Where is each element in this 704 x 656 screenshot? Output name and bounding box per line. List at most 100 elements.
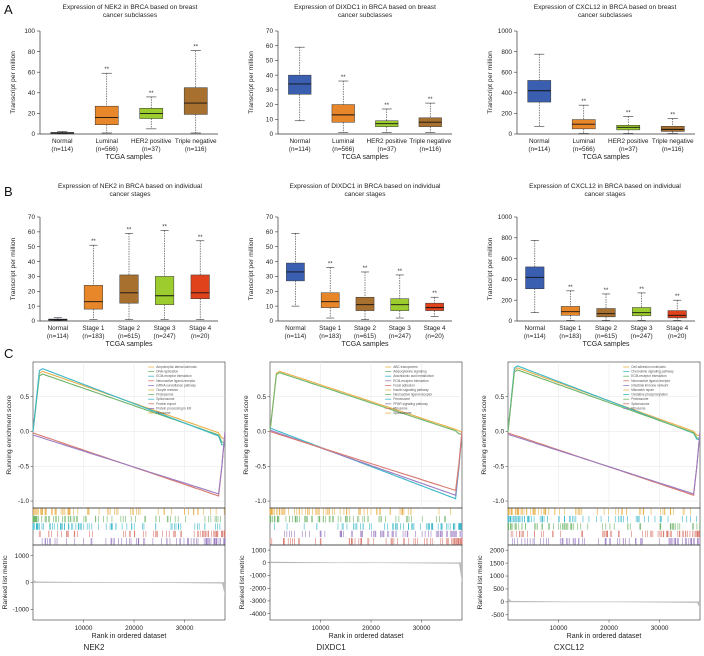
es-curve-down-3 <box>269 430 463 492</box>
chart-title: Expression of DIXDC1 in BRCA based on br… <box>294 4 436 11</box>
category-label: Normal <box>285 325 306 332</box>
significance-label: ** <box>568 285 573 291</box>
metric-tick-label: 1000 <box>490 573 505 580</box>
legend-label: Adipocytokine signaling <box>393 370 427 374</box>
box-stage-1: ** Stage 1(n=183) <box>559 285 582 340</box>
es-panel-frame <box>507 361 701 509</box>
significance-label: ** <box>91 239 96 245</box>
count-label: (n=566) <box>573 146 595 153</box>
category-label: Stage 4 <box>424 325 446 332</box>
box-body <box>119 274 139 304</box>
metric-tick-label: 1500 <box>490 560 505 567</box>
box-stage-4: ** Stage 4(n=20) <box>189 235 211 340</box>
chart-title: cancer stages <box>584 191 626 198</box>
x-tick-label: 20000 <box>600 625 618 632</box>
x-tick-label: 30000 <box>176 625 194 632</box>
legend-label: Mismatch repair <box>631 388 655 392</box>
chart-title: cancer subclasses <box>103 12 158 19</box>
y-tick-label: 60 <box>28 69 36 76</box>
box-body <box>155 276 175 305</box>
es-curve-up-2 <box>32 373 226 444</box>
metric-tick-label: 2000 <box>490 547 505 554</box>
box-normal: Normal(n=114) <box>47 317 69 340</box>
y-axis-label: Transcript per million <box>487 237 494 300</box>
category-label: Stage 1 <box>559 325 581 332</box>
es-tick-label: -1.0 <box>255 498 266 505</box>
ranked-metric-area <box>508 597 700 609</box>
es-tick-label: 0.5 <box>495 394 504 401</box>
legend-label: Spliceosome <box>393 411 411 415</box>
box-body <box>355 296 375 311</box>
y-axis-label: Transcript per million <box>487 51 494 114</box>
significance-label: ** <box>328 262 333 268</box>
count-label: (n=20) <box>668 333 687 340</box>
count-label: (n=615) <box>118 333 140 340</box>
count-label: (n=247) <box>153 333 175 340</box>
y-tick-label: 60 <box>28 229 36 236</box>
x-tick-label: 10000 <box>312 625 330 632</box>
box-body <box>667 310 687 319</box>
es-tick-label: -1.0 <box>493 498 504 505</box>
category-label: Triple negative <box>652 138 694 145</box>
significance-label: ** <box>639 287 644 293</box>
legend-label: Cell adhesion molecules <box>631 365 666 369</box>
gene-label: CXCL12 <box>554 643 585 652</box>
count-label: (n=37) <box>377 146 396 153</box>
category-label: Stage 3 <box>154 325 176 332</box>
y-tick-label: 20 <box>266 102 274 109</box>
box-triple-negative: ** Triple negative(n=116) <box>175 45 217 153</box>
es-tick-label: -0.5 <box>18 463 29 470</box>
es-tick-label: 0.5 <box>20 394 29 401</box>
y-tick-label: 0 <box>508 318 512 325</box>
y-tick-label: 0 <box>31 131 35 138</box>
significance-label: ** <box>104 67 109 73</box>
count-label: (n=114) <box>289 146 311 153</box>
significance-label: ** <box>384 103 389 109</box>
y-tick-label: 800 <box>501 49 512 56</box>
x-axis-label: TCGA samples <box>105 154 153 161</box>
category-label: Luminal <box>332 138 354 145</box>
box-triple-negative: ** Triple negative(n=116) <box>652 113 694 153</box>
metric-tick-label: 0 <box>262 560 266 567</box>
metric-tick-label: -500 <box>491 612 504 619</box>
es-y-axis-label: Running enrichment score <box>481 395 488 475</box>
metric-tick-label: -1000 <box>13 606 30 613</box>
count-label: (n=116) <box>185 146 207 153</box>
y-tick-label: 70 <box>266 214 274 221</box>
boxplot-A2: Expression of DIXDC1 in BRCA based on br… <box>248 4 452 161</box>
legend-label: Spliceosome <box>156 397 174 401</box>
category-label: Normal <box>52 138 73 145</box>
boxplot-A1: Expression of NEK2 in BRCA based on brea… <box>10 4 218 161</box>
legend-label: ECM-receptor interaction <box>393 379 429 383</box>
x-axis-label: TCGA samples <box>341 341 389 348</box>
legend-label: Insulin signaling pathway <box>393 388 429 392</box>
chart-title: cancer stages <box>109 191 151 198</box>
category-label: Stage 2 <box>118 325 140 332</box>
chart-title: cancer stages <box>344 191 386 198</box>
y-tick-label: 800 <box>501 235 512 242</box>
es-tick-label: 0.5 <box>257 394 266 401</box>
box-stage-2: ** Stage 2(n=615) <box>354 266 377 340</box>
significance-label: ** <box>670 113 675 119</box>
category-label: Normal <box>524 325 545 332</box>
box-normal: Normal(n=114) <box>50 131 75 153</box>
count-label: (n=20) <box>191 333 210 340</box>
significance-label: ** <box>162 224 167 230</box>
y-tick-label: 30 <box>28 274 36 281</box>
legend-label: Protein processing in ER <box>156 406 192 410</box>
es-tick-label: 0.0 <box>495 429 504 436</box>
box-her2-positive: ** HER2 positive(n=37) <box>367 103 408 153</box>
significance-label: ** <box>581 99 586 105</box>
metric-y-axis-label: Ranked list metric <box>477 555 484 610</box>
x-axis-label: Rank in ordered dataset <box>329 633 404 640</box>
y-tick-label: 400 <box>501 277 512 284</box>
legend-label: Ribosome <box>631 406 646 410</box>
box-body <box>632 307 652 317</box>
box-stage-3: ** Stage 3(n=247) <box>153 224 176 340</box>
box-stage-3: ** Stage 3(n=247) <box>389 269 412 340</box>
y-tick-label: 1000 <box>498 28 513 35</box>
category-label: HER2 positive <box>367 138 408 145</box>
y-tick-label: 0 <box>31 318 35 325</box>
metric-y-axis-label: Ranked list metric <box>2 555 9 610</box>
category-label: Triple negative <box>175 138 217 145</box>
